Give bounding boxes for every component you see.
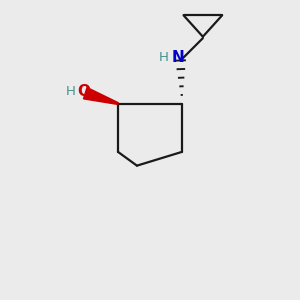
Text: N: N (171, 50, 184, 65)
Text: H: H (159, 51, 169, 64)
Text: O: O (77, 85, 90, 100)
Text: H: H (66, 85, 76, 98)
Polygon shape (83, 88, 118, 104)
